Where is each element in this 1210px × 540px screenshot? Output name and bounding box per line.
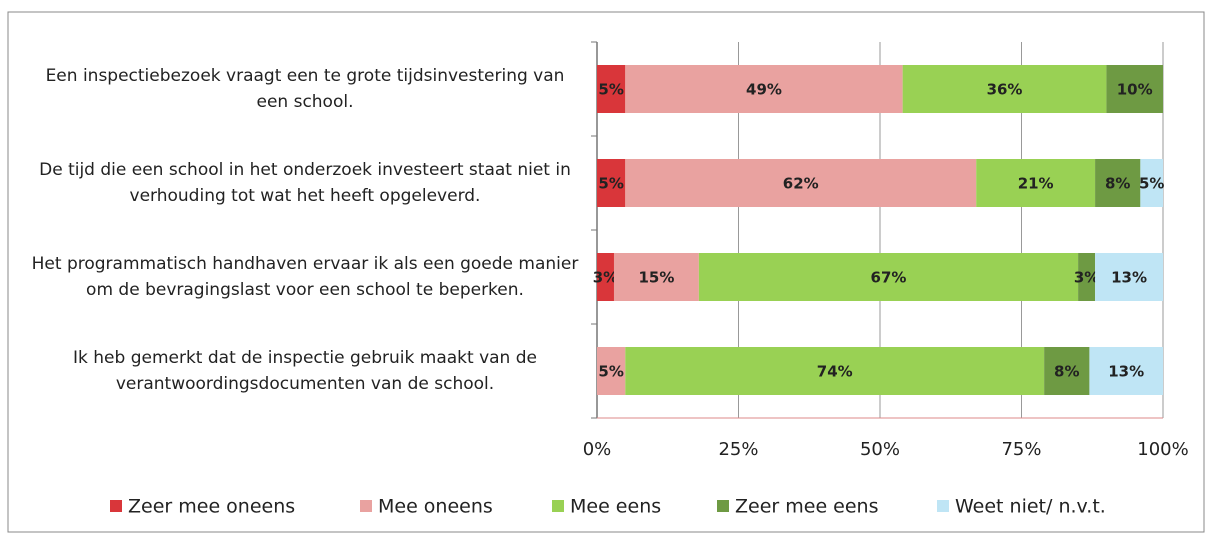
data-label: 13% (1111, 269, 1147, 287)
legend-swatch (360, 500, 372, 512)
legend-swatch (717, 500, 729, 512)
data-label: 62% (783, 175, 819, 193)
legend-label: Zeer mee eens (735, 496, 879, 518)
category-label: Het programmatisch handhaven ervaar ik a… (31, 254, 579, 300)
x-tick-label: 100% (1137, 439, 1188, 460)
bar-segment (597, 347, 626, 395)
data-label: 8% (1105, 175, 1130, 193)
data-label: 67% (871, 269, 907, 287)
legend-label: Zeer mee oneens (128, 496, 295, 518)
data-label: 5% (1139, 175, 1164, 193)
data-label: 21% (1018, 175, 1054, 193)
bar-segment (613, 253, 699, 301)
legend-swatch (937, 500, 949, 512)
legend-swatch (552, 500, 564, 512)
bar-segment (625, 159, 977, 207)
data-label: 3% (593, 269, 618, 287)
legend-label: Weet niet/ n.v.t. (955, 496, 1106, 518)
bar-segment (597, 65, 626, 113)
data-label: 5% (598, 81, 623, 99)
data-label: 15% (638, 269, 674, 287)
data-label: 49% (746, 81, 782, 99)
bar-segment (625, 65, 903, 113)
bar-segment (1106, 65, 1163, 113)
frame (7, 11, 1205, 533)
x-tick-label: 75% (1001, 439, 1041, 460)
data-label: 8% (1054, 363, 1079, 381)
data-label: 10% (1117, 81, 1153, 99)
x-tick-label: 25% (718, 439, 758, 460)
legend-label: Mee oneens (378, 496, 493, 518)
bar-segment (1095, 253, 1163, 301)
bar-segment (1140, 159, 1163, 207)
data-label: 13% (1108, 363, 1144, 381)
category-label: Ik heb gemerkt dat de inspectie gebruik … (73, 348, 537, 394)
data-label: 3% (1074, 269, 1099, 287)
data-label: 5% (598, 363, 623, 381)
bar-segment (1044, 347, 1090, 395)
bar-segment (1095, 159, 1141, 207)
category-label: De tijd die een school in het onderzoek … (39, 160, 571, 206)
bar-segment (1089, 347, 1163, 395)
bar-segment (597, 159, 626, 207)
bar-segment (597, 253, 614, 301)
legend-label: Mee eens (570, 496, 661, 518)
bar-segment (902, 65, 1107, 113)
x-tick-label: 0% (583, 439, 612, 460)
data-label: 5% (598, 175, 623, 193)
data-label: 36% (987, 81, 1023, 99)
category-label: Een inspectiebezoek vraagt een te grote … (45, 66, 565, 112)
x-tick-label: 50% (860, 439, 900, 460)
data-label: 74% (817, 363, 853, 381)
legend-swatch (110, 500, 122, 512)
bar-segment (698, 253, 1079, 301)
bar-segment (625, 347, 1045, 395)
bar-segment (1078, 253, 1096, 301)
bar-segment (976, 159, 1096, 207)
